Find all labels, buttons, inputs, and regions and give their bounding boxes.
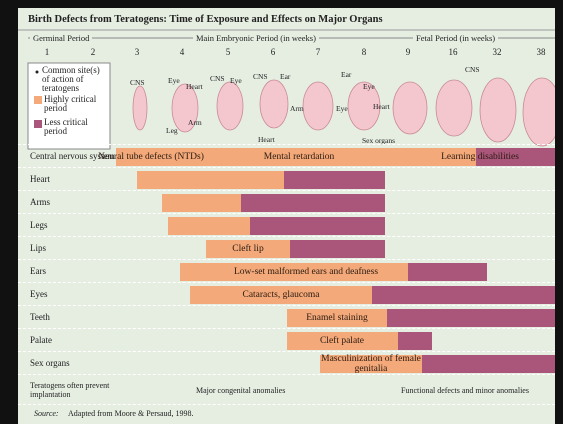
- bar-label: Mental retardation: [239, 152, 359, 162]
- bar-label: Cleft lip: [188, 244, 308, 254]
- less-critical-bar: [422, 355, 555, 373]
- row-label: Palate: [30, 335, 52, 345]
- row-label: Sex organs: [30, 358, 70, 368]
- week-label: 16: [443, 47, 463, 57]
- row-separator: [18, 404, 555, 405]
- bar-label: Neural tube defects (NTDs): [91, 152, 211, 162]
- legend-swatch-less: [34, 120, 42, 128]
- organ-label: Arm: [188, 118, 202, 127]
- source-label: Source:: [34, 409, 59, 418]
- organ-label: Eye: [336, 104, 348, 113]
- bar-label: Cleft palate: [282, 336, 402, 346]
- week-label: 2: [83, 47, 103, 57]
- organ-label: Heart: [258, 135, 275, 144]
- highly-critical-bar: [162, 194, 241, 212]
- period-label: Fetal Period (in weeks): [413, 33, 498, 43]
- row-label: Teeth: [30, 312, 50, 322]
- week-label: 8: [354, 47, 374, 57]
- less-critical-bar: [398, 332, 432, 350]
- legend-dot: [36, 71, 39, 74]
- row-separator: [18, 351, 555, 352]
- week-label: 4: [172, 47, 192, 57]
- bar-label: Enamel staining: [277, 313, 397, 323]
- less-critical-bar: [387, 309, 555, 327]
- row-separator: [18, 190, 555, 191]
- legend-text: Common site(s) of action of teratogens: [42, 66, 106, 93]
- row-separator: [18, 259, 555, 260]
- period-label: Main Embryonic Period (in weeks): [193, 33, 319, 43]
- less-critical-bar: [241, 194, 385, 212]
- organ-label: Eye: [168, 76, 180, 85]
- row-label: Eyes: [30, 289, 48, 299]
- row-separator: [18, 374, 555, 375]
- organ-label: Ear: [341, 70, 351, 79]
- row-separator: [18, 167, 555, 168]
- legend-swatch-high: [34, 96, 42, 104]
- organ-label: CNS: [465, 65, 480, 74]
- figure: Birth Defects from Teratogens: Time of E…: [18, 8, 555, 424]
- source-text: Adapted from Moore & Persaud, 1998.: [68, 409, 194, 418]
- organ-label: CNS: [210, 74, 225, 83]
- organ-label: Eye: [230, 76, 242, 85]
- organ-label: Leg: [166, 126, 178, 135]
- organ-label: Heart: [373, 102, 390, 111]
- row-label: Legs: [30, 220, 48, 230]
- highly-critical-bar: [137, 171, 284, 189]
- organ-label: Heart: [186, 82, 203, 91]
- week-label: 6: [263, 47, 283, 57]
- bar-label: Low-set malformed ears and deafness: [234, 267, 354, 277]
- highly-critical-bar: [168, 217, 250, 235]
- page-body: Birth Defects from Teratogens: Time of E…: [0, 0, 563, 424]
- row-separator: [18, 305, 555, 306]
- week-label: 38: [531, 47, 551, 57]
- less-critical-bar: [408, 263, 487, 281]
- footer-label: Teratogens often prevent implantation: [30, 381, 110, 399]
- week-label: 5: [218, 47, 238, 57]
- bar-label: Learning disabilities: [420, 152, 540, 162]
- period-label: Germinal Period: [30, 33, 92, 43]
- week-label: 32: [487, 47, 507, 57]
- row-label: Heart: [30, 174, 50, 184]
- row-separator: [18, 213, 555, 214]
- row-label: Lips: [30, 243, 46, 253]
- row-separator: [18, 282, 555, 283]
- organ-label: CNS: [253, 72, 268, 81]
- week-label: 7: [308, 47, 328, 57]
- week-label: 1: [37, 47, 57, 57]
- footer-label: Major congenital anomalies: [196, 386, 285, 395]
- organ-label: Eye: [363, 82, 375, 91]
- row-separator: [18, 144, 555, 145]
- row-separator: [18, 236, 555, 237]
- bar-label: Cataracts, glaucoma: [221, 290, 341, 300]
- week-label: 9: [398, 47, 418, 57]
- organ-label: CNS: [130, 78, 145, 87]
- legend-text: Less critical period: [44, 118, 108, 136]
- organ-label: Ear: [280, 72, 290, 81]
- less-critical-bar: [284, 171, 385, 189]
- week-label: 3: [127, 47, 147, 57]
- organ-label: Arm: [290, 104, 304, 113]
- row-separator: [18, 328, 555, 329]
- row-label: Arms: [30, 197, 50, 207]
- legend-text: Highly critical period: [44, 95, 108, 113]
- bar-label: Masculinization of female genitalia: [311, 354, 431, 374]
- less-critical-bar: [250, 217, 385, 235]
- title: Birth Defects from Teratogens: Time of E…: [28, 14, 383, 25]
- less-critical-bar: [372, 286, 555, 304]
- footer-label: Functional defects and minor anomalies: [401, 386, 529, 395]
- row-label: Ears: [30, 266, 46, 276]
